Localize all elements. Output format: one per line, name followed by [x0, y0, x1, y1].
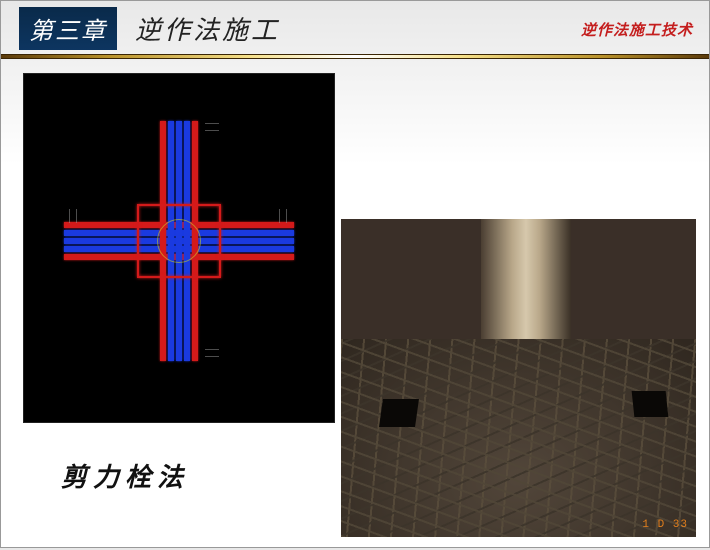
slide-header: 第三章 逆作法施工 逆作法施工技术 [1, 1, 709, 54]
slide-content: 剪力栓法 1 D 33 [1, 59, 709, 550]
construction-photo: 1 D 33 [341, 219, 696, 537]
photo-rebar-field [341, 339, 696, 537]
chapter-label: 第三章 [19, 7, 117, 50]
chapter-title: 逆作法施工 [135, 10, 280, 47]
cad-diagram [23, 73, 335, 423]
center-ring [157, 219, 201, 263]
photo-timestamp: 1 D 33 [642, 519, 688, 531]
figure-caption: 剪力栓法 [61, 457, 189, 494]
photo-block [379, 399, 419, 427]
photo-block [632, 391, 669, 417]
corner-label: 逆作法施工技术 [581, 19, 693, 40]
